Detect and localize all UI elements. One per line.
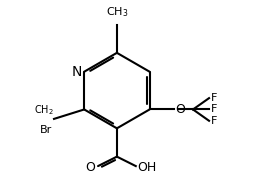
Text: O: O bbox=[175, 103, 185, 116]
Text: F: F bbox=[211, 116, 217, 126]
Text: Br: Br bbox=[40, 125, 52, 135]
Text: CH$_2$: CH$_2$ bbox=[34, 103, 54, 117]
Text: OH: OH bbox=[138, 161, 157, 175]
Text: O: O bbox=[85, 161, 95, 175]
Text: N: N bbox=[72, 65, 82, 79]
Text: CH$_3$: CH$_3$ bbox=[106, 5, 128, 19]
Text: F: F bbox=[211, 104, 217, 114]
Text: F: F bbox=[211, 93, 217, 103]
